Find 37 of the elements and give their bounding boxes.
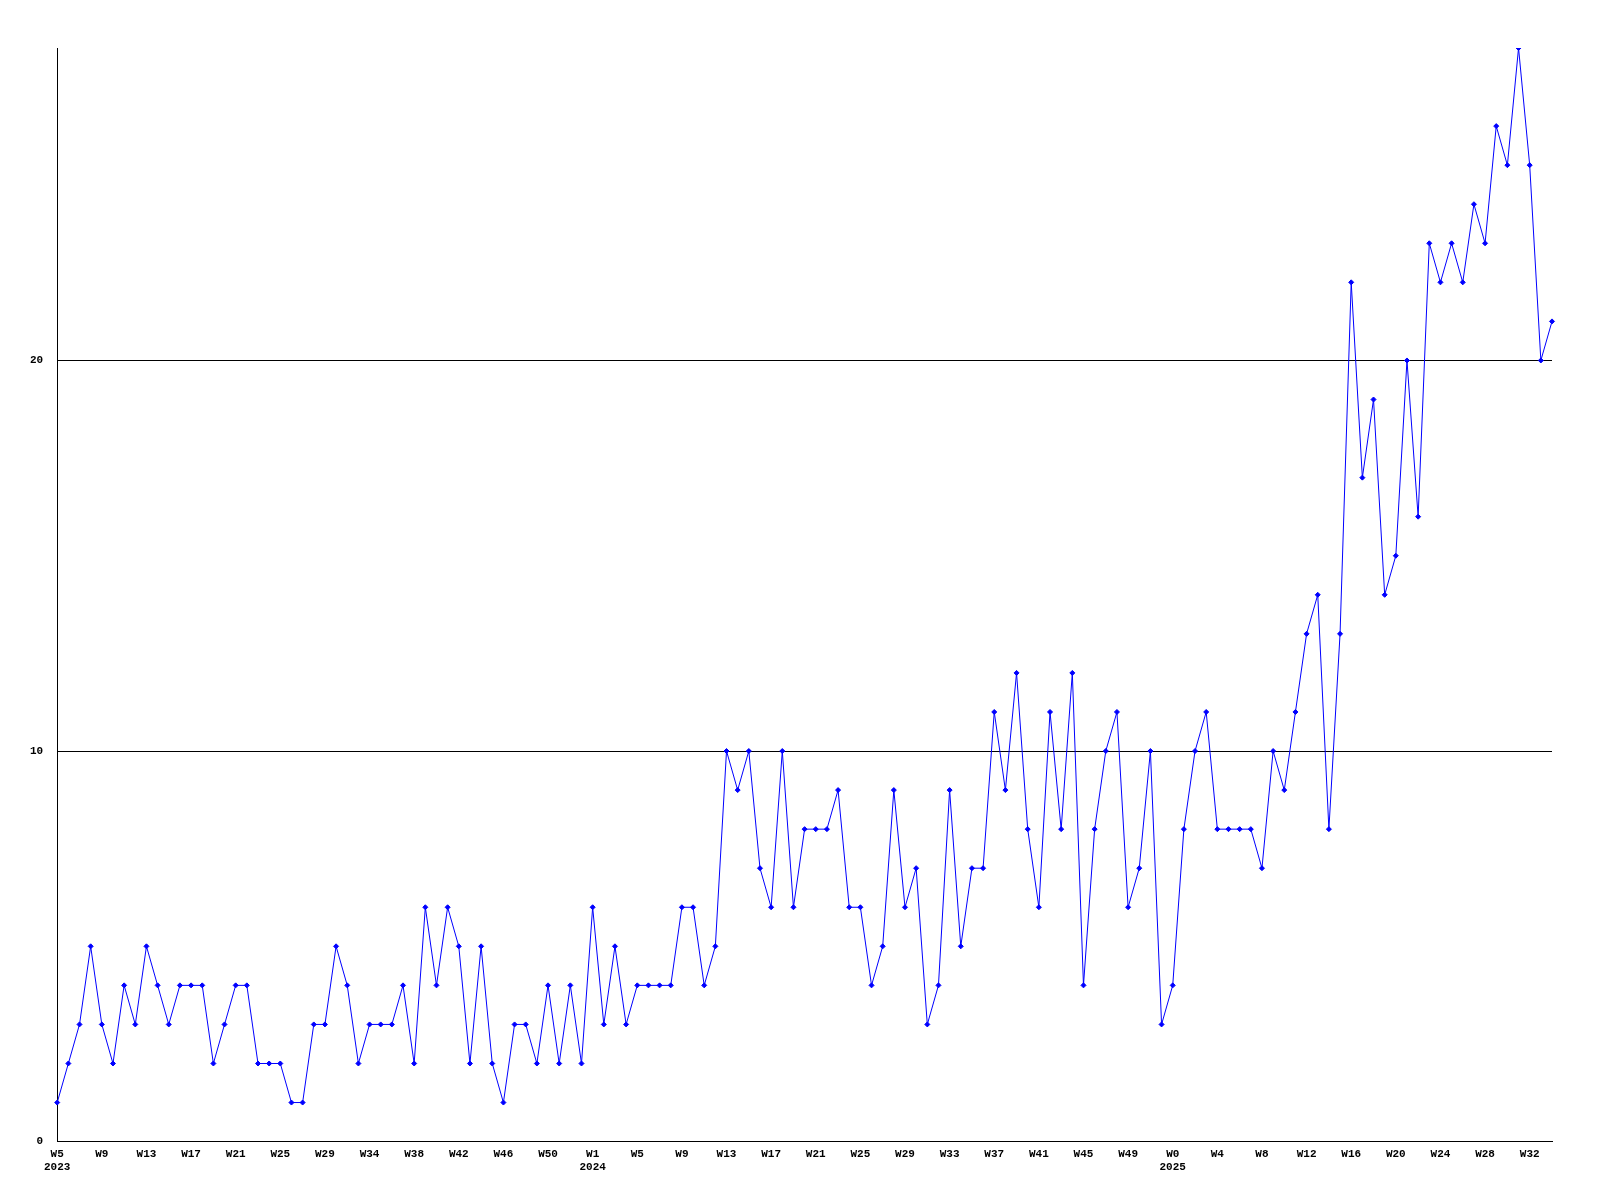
x-tick-label: W24 <box>1430 1147 1451 1160</box>
x-tick-label: W0 2025 <box>1159 1147 1187 1174</box>
x-tick-label: W29 <box>315 1147 335 1160</box>
x-tick-label: W34 <box>359 1147 380 1160</box>
x-tick-label: W12 <box>1296 1147 1317 1160</box>
x-tick-label: W25 <box>270 1147 291 1160</box>
x-tick-label: W41 <box>1028 1147 1050 1160</box>
x-tick-label: W25 <box>850 1147 871 1160</box>
x-tick-label: W4 <box>1210 1147 1225 1160</box>
x-tick-label: W28 <box>1475 1147 1496 1160</box>
x-tick-label: W21 <box>225 1147 246 1160</box>
y-tick-label: 10 <box>30 744 44 757</box>
x-tick-label: W46 <box>493 1147 514 1160</box>
x-tick-label: W38 <box>404 1147 425 1160</box>
x-tick-label: W42 <box>448 1147 469 1160</box>
x-tick-label: W16 <box>1341 1147 1362 1160</box>
x-tick-label: W17 <box>181 1147 201 1160</box>
x-tick-label: W17 <box>761 1147 782 1160</box>
y-tick-label: 0 <box>36 1135 44 1148</box>
x-tick-label: W45 <box>1073 1147 1094 1160</box>
x-tick-label: W29 <box>895 1147 915 1160</box>
x-tick-label: W5 2023 <box>44 1147 71 1174</box>
x-tick-label: W5 <box>630 1147 645 1160</box>
x-tick-label: W9 <box>95 1147 109 1160</box>
y-tick-label: 20 <box>30 354 44 367</box>
x-tick-label: W50 <box>538 1147 558 1160</box>
x-tick-label: W37 <box>984 1147 1005 1160</box>
x-tick-label: W1 2024 <box>579 1147 607 1174</box>
x-tick-label: W21 <box>805 1147 827 1160</box>
x-tick-label: W9 <box>675 1147 689 1160</box>
x-tick-label: W8 <box>1255 1147 1269 1160</box>
x-tick-label: W13 <box>136 1147 157 1160</box>
x-tick-label: W13 <box>716 1147 737 1160</box>
x-tick-label: W49 <box>1118 1147 1139 1160</box>
x-tick-label: W20 <box>1385 1147 1406 1160</box>
x-tick-label: W32 <box>1519 1147 1540 1160</box>
x-tick-label: W33 <box>939 1147 960 1160</box>
